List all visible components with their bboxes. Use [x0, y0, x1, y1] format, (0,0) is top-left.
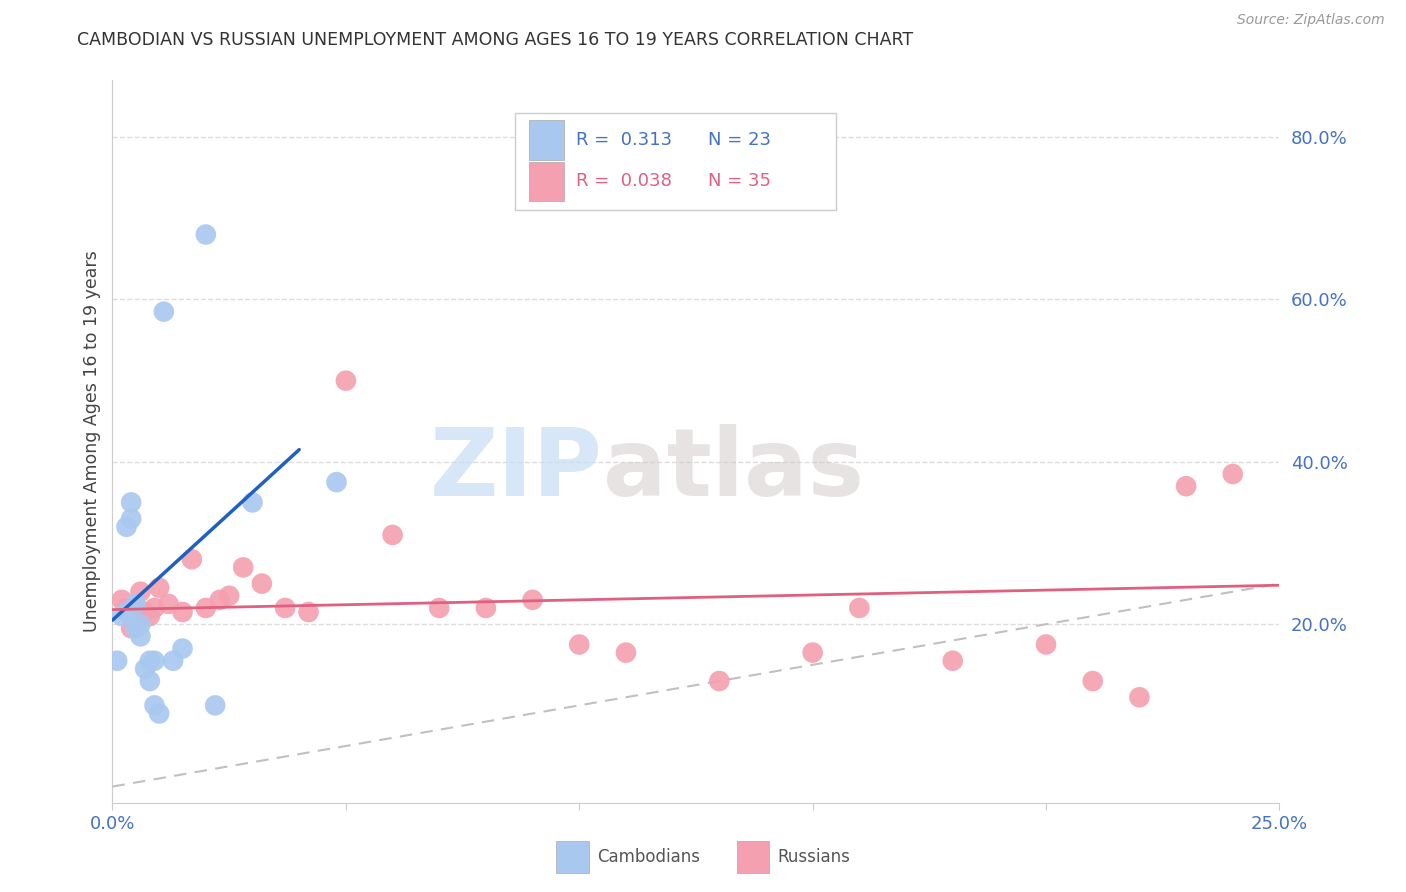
Point [942, 654, 965, 668]
Text: Russians: Russians [778, 848, 851, 866]
Point [115, 520, 138, 534]
Point [125, 597, 148, 611]
Point [522, 592, 544, 607]
Text: R =  0.038: R = 0.038 [576, 172, 672, 190]
Point [848, 601, 870, 615]
Point [120, 511, 142, 525]
Point [111, 609, 134, 624]
FancyBboxPatch shape [737, 841, 769, 873]
Point [148, 706, 170, 721]
Point [242, 495, 264, 509]
Point [120, 621, 142, 635]
Text: CAMBODIAN VS RUSSIAN UNEMPLOYMENT AMONG AGES 16 TO 19 YEARS CORRELATION CHART: CAMBODIAN VS RUSSIAN UNEMPLOYMENT AMONG … [77, 31, 914, 49]
Point [105, 654, 128, 668]
Text: N = 23: N = 23 [707, 131, 770, 149]
Point [139, 673, 162, 688]
Point [125, 621, 148, 635]
Point [115, 605, 138, 619]
Point [1175, 479, 1198, 493]
Point [129, 629, 152, 643]
Point [115, 601, 138, 615]
Point [232, 560, 254, 574]
Point [427, 601, 450, 615]
Text: ZIP: ZIP [430, 425, 603, 516]
Text: atlas: atlas [603, 425, 863, 516]
Point [157, 597, 180, 611]
Y-axis label: Unemployment Among Ages 16 to 19 years: Unemployment Among Ages 16 to 19 years [83, 251, 101, 632]
Point [274, 601, 297, 615]
Point [139, 609, 162, 624]
FancyBboxPatch shape [529, 120, 564, 161]
Point [162, 654, 184, 668]
Text: Source: ZipAtlas.com: Source: ZipAtlas.com [1237, 13, 1385, 28]
Point [335, 374, 357, 388]
Point [194, 227, 217, 242]
Point [381, 528, 404, 542]
Point [172, 641, 194, 656]
Point [129, 584, 152, 599]
Point [1222, 467, 1244, 481]
Point [208, 592, 231, 607]
Text: Cambodians: Cambodians [596, 848, 700, 866]
Point [134, 605, 156, 619]
Point [180, 552, 202, 566]
FancyBboxPatch shape [555, 841, 589, 873]
Point [1035, 638, 1057, 652]
Point [153, 304, 176, 318]
Point [709, 673, 731, 688]
Point [218, 589, 240, 603]
Point [1128, 690, 1150, 705]
Text: R =  0.313: R = 0.313 [576, 131, 672, 149]
Point [172, 605, 194, 619]
Point [111, 592, 134, 607]
Point [250, 576, 273, 591]
Point [614, 646, 637, 660]
Point [148, 581, 170, 595]
FancyBboxPatch shape [529, 161, 564, 202]
Point [143, 654, 166, 668]
Text: N = 35: N = 35 [707, 172, 770, 190]
Point [204, 698, 226, 713]
FancyBboxPatch shape [515, 112, 837, 211]
Point [120, 495, 142, 509]
Point [143, 698, 166, 713]
Point [568, 638, 591, 652]
Point [325, 475, 347, 490]
Point [297, 605, 319, 619]
Point [475, 601, 498, 615]
Point [125, 601, 148, 615]
Point [1081, 673, 1104, 688]
Point [194, 601, 217, 615]
Point [134, 662, 156, 676]
Point [139, 654, 162, 668]
Point [801, 646, 824, 660]
Point [129, 617, 152, 632]
Point [143, 601, 166, 615]
